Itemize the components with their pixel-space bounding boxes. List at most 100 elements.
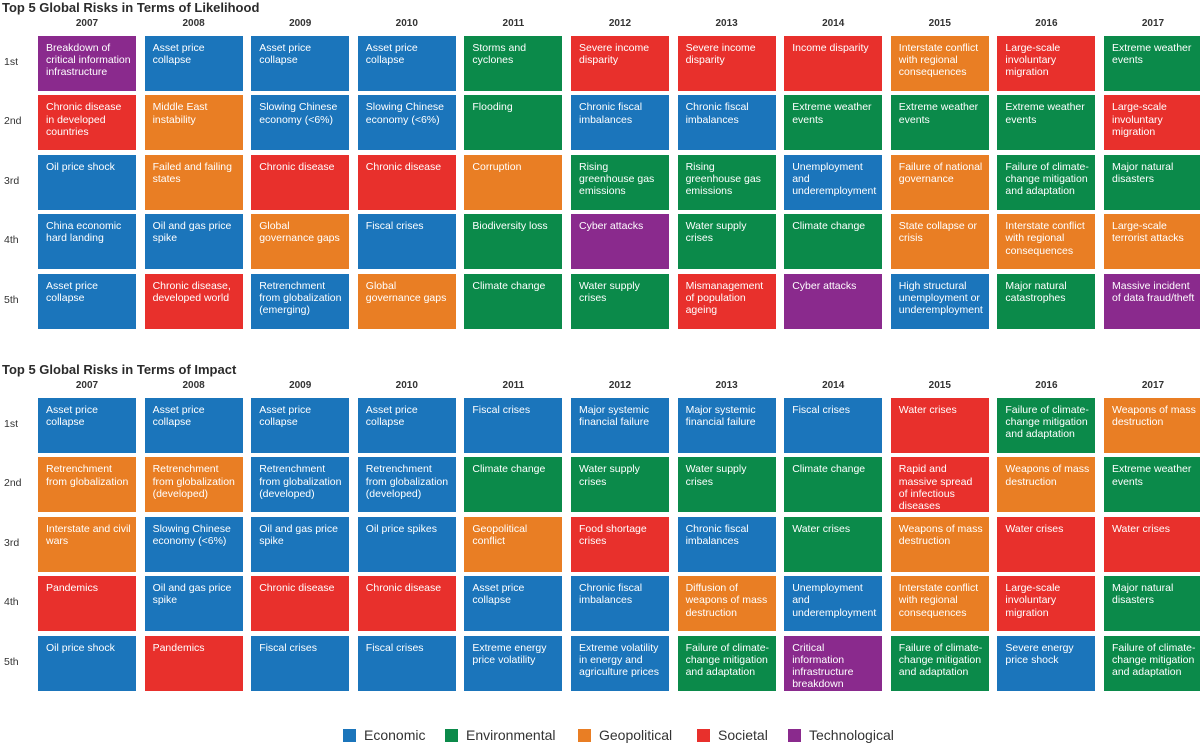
risk-cell-impact-2012-2nd: Water supply crises [571,457,669,513]
risk-cell-impact-2009-1st: Asset price collapse [251,398,350,453]
risk-cell-impact-2009-2nd: Retrenchment from globalization (develop… [251,457,350,513]
risk-cell-impact-2012-3rd: Food shortage crises [571,516,669,572]
risk-cell-impact-2017-2nd: Extreme weather events [1104,457,1200,513]
risk-cell-likelihood-2016-3rd: Failure of climate-change mitigation and… [997,154,1096,210]
risk-cell-impact-2010-2nd: Retrenchment from globalization (develop… [357,457,456,513]
risk-cell-likelihood-2009-1st: Asset price collapse [251,36,350,91]
risk-cell-impact-2010-3rd: Oil price spikes [357,516,456,572]
year-label-impact-2012: 2012 [608,380,632,391]
risk-cell-impact-2016-3rd: Water crises [997,516,1096,572]
risk-cell-likelihood-2010-5th: Global governance gaps [357,273,456,329]
risk-cell-likelihood-2013-4th: Water supply crises [677,214,776,270]
year-label-impact-2014: 2014 [822,380,845,391]
risk-cell-likelihood-2015-2nd: Extreme weather events [890,95,989,151]
year-label-impact-2008: 2008 [182,380,205,391]
risk-cell-impact-2007-4th: Pandemics [38,576,136,632]
risk-cell-impact-2016-4th: Large-scale involuntary migration [997,576,1096,632]
risk-cell-likelihood-2011-4th: Biodiversity loss [464,214,563,270]
risk-cell-likelihood-2009-5th: Retrenchment from globalization (emergin… [251,273,350,329]
risk-cell-likelihood-2007-4th: China economic hard landing [38,214,136,270]
risk-cell-impact-2013-1st: Major systemic financial failure [677,398,776,453]
risk-cell-impact-2016-1st: Failure of climate-change mitigation and… [997,398,1096,453]
risk-cell-impact-2007-1st: Asset price collapse [38,398,136,453]
risk-cell-likelihood-2016-5th: Major natural catastrophes [997,273,1096,329]
risk-cell-likelihood-2013-5th: Mismanagement of population ageing [677,273,776,329]
risk-cell-impact-2016-2nd: Weapons of mass destruction [997,457,1096,513]
year-label-likelihood-2017: 2017 [1141,18,1165,29]
risk-cell-impact-2008-4th: Oil and gas price spike [144,576,243,632]
legend-swatch-economic [343,729,356,742]
risk-cell-impact-2010-1st: Asset price collapse [357,398,456,453]
risk-cell-likelihood-2008-1st: Asset price collapse [144,36,243,91]
risk-cell-likelihood-2017-3rd: Major natural disasters [1104,154,1200,210]
risk-cell-impact-2011-1st: Fiscal crises [464,398,563,453]
risk-cell-likelihood-2011-2nd: Flooding [464,95,563,151]
risk-cell-likelihood-2012-5th: Water supply crises [571,273,669,329]
risk-cell-impact-2007-5th: Oil price shock [38,635,136,691]
risk-cell-impact-2008-1st: Asset price collapse [144,398,243,453]
rank-label-likelihood-5th: 5th [4,293,19,306]
risk-cell-impact-2015-2nd: Rapid and massive spread of infectious d… [890,457,989,513]
risk-cell-likelihood-2009-4th: Global governance gaps [251,214,350,270]
risk-cell-impact-2017-3rd: Water crises [1104,516,1200,572]
year-label-likelihood-2010: 2010 [395,18,418,29]
risk-cell-likelihood-2012-4th: Cyber attacks [571,214,669,270]
risk-cell-likelihood-2009-3rd: Chronic disease [251,154,350,210]
risk-cell-impact-2007-3rd: Interstate and civil wars [38,516,136,572]
risk-cell-likelihood-2012-2nd: Chronic fiscal imbalances [571,95,669,151]
risk-cell-likelihood-2010-1st: Asset price collapse [357,36,456,91]
legend-swatch-geopolitical [578,729,591,742]
risk-cell-impact-2014-5th: Critical information infrastructure brea… [784,635,883,691]
risk-cell-likelihood-2015-1st: Interstate conflict with regional conseq… [890,36,989,91]
year-label-likelihood-2012: 2012 [608,18,632,29]
risk-cell-impact-2014-4th: Unemployment and underemployment [784,576,883,632]
year-label-likelihood-2016: 2016 [1035,18,1058,29]
legend-label-geopolitical: Geopolitical [599,727,673,743]
legend: Economic Environmental Geopolitical Soci… [0,726,1200,746]
risk-cell-impact-2015-3rd: Weapons of mass destruction [890,516,989,572]
risk-cell-likelihood-2013-3rd: Rising greenhouse gas emissions [677,154,776,210]
risk-cell-impact-2012-4th: Chronic fiscal imbalances [571,576,669,632]
risk-cell-likelihood-2011-3rd: Corruption [464,154,563,210]
year-label-likelihood-2013: 2013 [715,18,738,29]
rank-label-impact-2nd: 2nd [4,477,22,490]
risk-cell-impact-2008-2nd: Retrenchment from globalization (develop… [144,457,243,513]
year-label-impact-2015: 2015 [928,380,951,391]
risk-cell-impact-2009-3rd: Oil and gas price spike [251,516,350,572]
risk-cell-impact-2016-5th: Severe energy price shock [997,635,1096,691]
risk-cell-likelihood-2017-2nd: Large-scale involuntary migration [1104,95,1200,151]
risk-cell-likelihood-2010-2nd: Slowing Chinese economy (<6%) [357,95,456,151]
risk-cell-likelihood-2008-2nd: Middle East instability [144,95,243,151]
year-label-likelihood-2009: 2009 [289,18,312,29]
risk-cell-impact-2011-3rd: Geopolitical conflict [464,516,563,572]
rank-label-likelihood-4th: 4th [4,234,19,247]
risk-cell-likelihood-2008-3rd: Failed and failing states [144,154,243,210]
risk-cell-impact-2007-2nd: Retrenchment from globalization [38,457,136,513]
risk-cell-impact-2017-4th: Major natural disasters [1104,576,1200,632]
rank-label-impact-1st: 1st [4,418,19,430]
year-label-impact-2016: 2016 [1035,380,1058,391]
year-label-impact-2013: 2013 [715,380,738,391]
risk-cell-impact-2008-5th: Pandemics [144,635,243,691]
year-label-impact-2011: 2011 [502,380,525,391]
risk-cell-impact-2009-5th: Fiscal crises [251,635,350,691]
risk-cell-likelihood-2014-5th: Cyber attacks [784,273,883,329]
risk-cell-impact-2011-4th: Asset price collapse [464,576,563,632]
risk-cell-likelihood-2010-3rd: Chronic disease [357,154,456,210]
risk-cell-likelihood-2007-5th: Asset price collapse [38,273,136,329]
risk-cell-impact-2017-5th: Failure of climate-change mitigation and… [1104,635,1200,691]
risk-cell-impact-2012-5th: Extreme volatility in energy and agricul… [571,635,669,691]
risk-cell-likelihood-2015-3rd: Failure of national governance [890,154,989,210]
risk-cell-likelihood-2012-1st: Severe income disparity [571,36,669,91]
rank-label-impact-3rd: 3rd [4,536,20,549]
risk-cell-impact-2017-1st: Weapons of mass destruction [1104,398,1200,453]
risk-cell-likelihood-2016-2nd: Extreme weather events [997,95,1096,151]
risk-cell-impact-2014-2nd: Climate change [784,457,883,513]
rank-label-impact-5th: 5th [4,655,19,668]
risk-cell-likelihood-2014-4th: Climate change [784,214,883,270]
risk-cell-likelihood-2014-2nd: Extreme weather events [784,95,883,151]
legend-label-environmental: Environmental [466,727,556,743]
risk-cell-impact-2015-5th: Failure of climate-change mitigation and… [890,635,989,691]
risk-cell-likelihood-2013-1st: Severe income disparity [677,36,776,91]
rank-label-likelihood-3rd: 3rd [4,174,20,187]
